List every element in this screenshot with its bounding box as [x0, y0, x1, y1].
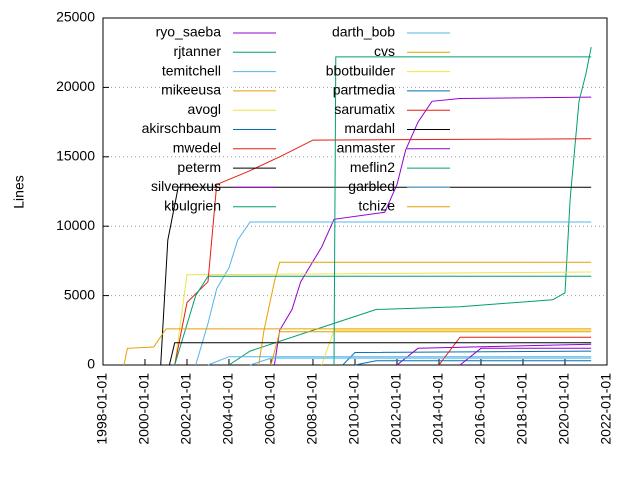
legend-label: partmedia — [333, 82, 395, 98]
y-axis-label: Lines — [11, 175, 27, 208]
legend-label: sarumatix — [334, 101, 395, 117]
x-tick-label: 1998-01-01 — [94, 373, 110, 445]
legend-label: garbled — [348, 178, 395, 194]
legend-label: meflin2 — [350, 159, 395, 175]
legend-label: kbulgrien — [164, 197, 221, 213]
x-tick-label: 2014-01-01 — [430, 373, 446, 445]
legend-label: mwedel — [173, 140, 221, 156]
y-tick-label: 5000 — [64, 286, 95, 302]
series-line — [342, 350, 592, 366]
series-line — [396, 343, 592, 366]
x-tick-label: 2008-01-01 — [304, 373, 320, 445]
series-line — [273, 96, 592, 366]
series-line — [228, 47, 592, 366]
series-line — [174, 275, 592, 366]
x-tick-label: 2002-01-01 — [178, 373, 194, 445]
series-line — [459, 347, 592, 366]
legend-label: cvs — [374, 43, 395, 59]
series-line — [174, 138, 592, 366]
series-line — [174, 271, 592, 366]
y-tick-label: 10000 — [56, 217, 95, 233]
series-line — [270, 331, 592, 366]
series-line — [333, 56, 592, 366]
legend-label: tchize — [358, 197, 395, 213]
series-line — [249, 357, 592, 366]
series-line — [160, 186, 592, 366]
x-tick-label: 2018-01-01 — [514, 373, 530, 445]
legend-label: silvernexus — [151, 178, 221, 194]
legend-label: peterm — [177, 159, 221, 175]
x-tick-label: 2006-01-01 — [262, 373, 278, 445]
y-tick-label: 20000 — [56, 78, 95, 94]
series-line — [438, 336, 592, 366]
x-tick-label: 2010-01-01 — [346, 373, 362, 445]
x-tick-label: 2020-01-01 — [556, 373, 572, 445]
series-line — [195, 221, 592, 366]
x-tick-label: 2022-01-01 — [598, 373, 614, 445]
legend-label: ryo_saeba — [156, 24, 222, 40]
legend-label: rjtanner — [174, 43, 222, 59]
legend-label: temitchell — [162, 62, 221, 78]
legend-label: anmaster — [337, 140, 396, 156]
legend-label: avogl — [188, 101, 221, 117]
y-tick-label: 0 — [87, 356, 95, 372]
x-tick-label: 2000-01-01 — [136, 373, 152, 445]
y-tick-label: 15000 — [56, 148, 95, 164]
series-line — [354, 360, 592, 366]
x-tick-label: 2004-01-01 — [220, 373, 236, 445]
x-tick-label: 2012-01-01 — [388, 373, 404, 445]
series-line — [258, 261, 592, 366]
legend-label: darth_bob — [332, 24, 395, 40]
legend-label: mardahl — [344, 120, 395, 136]
series-line — [168, 342, 592, 366]
legend-label: akirschbaum — [142, 120, 221, 136]
legend-label: bbotbuilder — [326, 62, 396, 78]
x-tick-label: 2016-01-01 — [472, 373, 488, 445]
series-line — [123, 328, 592, 366]
legend-label: mikeeusa — [161, 82, 221, 98]
y-tick-label: 25000 — [56, 9, 95, 25]
